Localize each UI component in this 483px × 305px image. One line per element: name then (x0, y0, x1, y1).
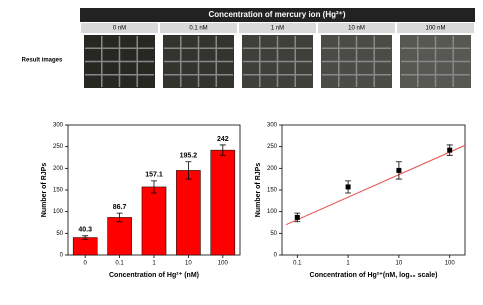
x-tick-label: 10 (185, 261, 192, 267)
point (447, 147, 453, 153)
x-tick-label: 1 (346, 261, 350, 267)
x-tick-label: 100 (445, 261, 456, 267)
error-bar (185, 161, 192, 180)
y-tick-label: 100 (267, 209, 278, 215)
point (345, 184, 351, 190)
x-tick-label: 0.1 (293, 261, 302, 267)
column-label: 10 nM (348, 26, 365, 32)
y-tick-label: 200 (53, 166, 64, 172)
y-tick-label: 50 (56, 231, 63, 237)
column-label: 0.1 nM (189, 26, 207, 32)
column-header (318, 23, 395, 33)
x-axis-title: Concentration of Hg²⁺ (nM) (109, 272, 199, 279)
y-tick-label: 50 (270, 231, 277, 237)
y-axis-title: Number of RJPs (255, 163, 262, 218)
value-label: 86.7 (113, 204, 127, 211)
y-tick-label: 250 (53, 144, 64, 150)
error-bar (151, 180, 157, 194)
y-tick-label: 150 (267, 188, 278, 194)
x-tick-label: 1 (152, 261, 156, 267)
x-tick-label: 0.1 (115, 261, 124, 267)
bar (72, 237, 98, 256)
error-bar (116, 212, 123, 223)
bar (176, 170, 201, 256)
column-header (160, 23, 237, 33)
column-label: 0 nM (113, 26, 126, 32)
header-bar (80, 8, 475, 22)
value-label: 195.2 (180, 153, 198, 160)
y-axis-title: Number of RJPs (41, 163, 48, 218)
x-tick-label: 100 (218, 261, 229, 267)
value-label: 157.1 (145, 172, 163, 179)
bar (107, 217, 132, 256)
x-axis-title: Concentration of Hg²⁺(nM, log₁₀ scale) (310, 272, 438, 279)
row-label: Result images (22, 58, 63, 64)
fit-line (285, 144, 466, 226)
point (396, 167, 402, 173)
column-label: 100 nM (425, 26, 445, 32)
x-tick-label: 0 (84, 261, 88, 267)
y-tick-label: 300 (53, 123, 64, 129)
error-bar (219, 144, 226, 156)
error-bar (82, 235, 89, 240)
column-label: 1 nM (271, 26, 284, 32)
column-header (81, 23, 158, 33)
value-label: 242 (217, 136, 229, 143)
y-tick-label: 150 (53, 188, 64, 194)
point (294, 214, 300, 220)
bar (141, 186, 167, 256)
y-tick-label: 200 (267, 166, 278, 172)
column-header (239, 23, 316, 33)
plot-frame (281, 124, 466, 256)
y-tick-label: 100 (53, 209, 64, 215)
y-tick-label: 0 (60, 253, 64, 259)
y-tick-label: 300 (267, 123, 278, 129)
x-tick-label: 10 (396, 261, 403, 267)
y-tick-label: 250 (267, 144, 278, 150)
bar (210, 149, 236, 256)
column-header (397, 23, 474, 33)
value-label: 40.3 (78, 227, 92, 234)
panel-title: Concentration of mercury ion (Hg²⁺) (208, 10, 345, 19)
y-tick-label: 0 (274, 253, 278, 259)
